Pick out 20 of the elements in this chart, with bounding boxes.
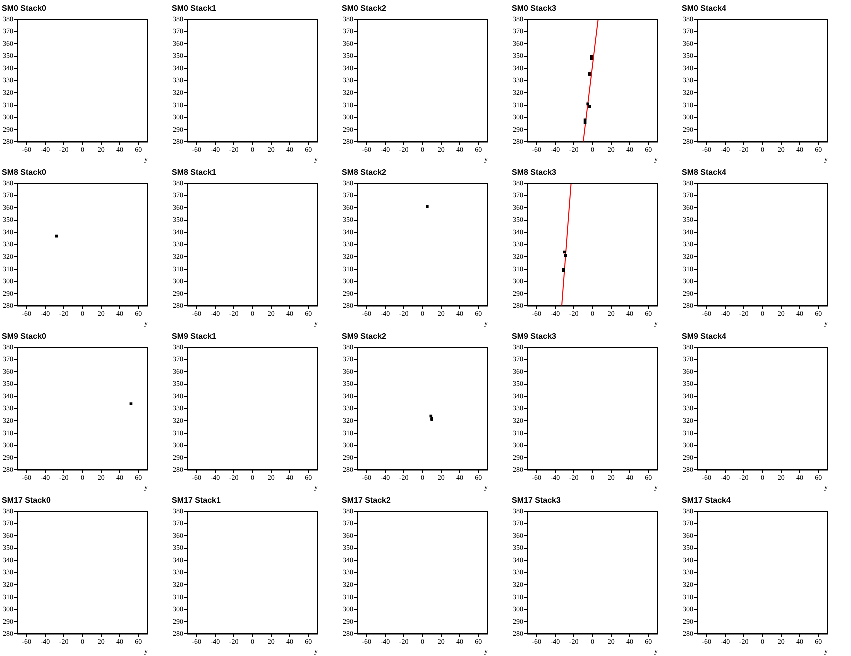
chart-title: SM8 Stack2: [342, 168, 388, 178]
chart-title: SM9 Stack2: [342, 332, 388, 342]
chart-title: SM8 Stack1: [172, 168, 218, 178]
chart-title: SM9 Stack3: [512, 332, 558, 342]
chart-title: SM9 Stack1: [172, 332, 218, 342]
chart-title: SM17 Stack4: [682, 496, 732, 506]
chart-title: SM8 Stack4: [682, 168, 728, 178]
chart-title: SM0 Stack4: [682, 4, 728, 14]
chart-title: SM9 Stack0: [2, 332, 48, 342]
chart-title: SM0 Stack2: [342, 4, 388, 14]
chart-title: SM0 Stack0: [2, 4, 48, 14]
chart-title: SM17 Stack3: [512, 496, 562, 506]
chart-title: SM17 Stack1: [172, 496, 222, 506]
chart-title: SM8 Stack3: [512, 168, 558, 178]
chart-title: SM9 Stack4: [682, 332, 728, 342]
chart-title: SM0 Stack1: [172, 4, 218, 14]
chart-title: SM8 Stack0: [2, 168, 48, 178]
chart-title: SM0 Stack3: [512, 4, 558, 14]
chart-title: SM17 Stack2: [342, 496, 392, 506]
chart-title: SM17 Stack0: [2, 496, 52, 506]
